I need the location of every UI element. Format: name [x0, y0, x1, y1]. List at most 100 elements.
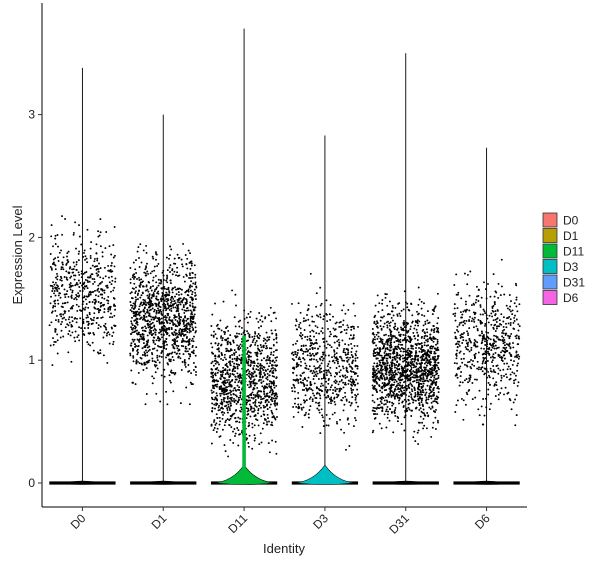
jitter-point — [93, 316, 95, 319]
jitter-point — [345, 328, 348, 331]
jitter-point — [264, 342, 267, 345]
jitter-point — [302, 357, 305, 360]
jitter-point — [192, 340, 195, 343]
jitter-point — [247, 442, 250, 444]
jitter-point — [99, 352, 102, 355]
jitter-point — [235, 402, 238, 405]
jitter-point — [261, 320, 264, 323]
jitter-point — [146, 351, 149, 354]
jitter-point — [261, 349, 264, 352]
jitter-point — [318, 345, 321, 348]
jitter-point — [172, 390, 175, 393]
jitter-point — [270, 421, 273, 424]
jitter-point — [211, 376, 214, 379]
jitter-point — [352, 388, 355, 391]
jitter-point — [424, 323, 427, 325]
jitter-point — [235, 359, 238, 362]
jitter-point — [213, 355, 216, 358]
jitter-point — [185, 300, 188, 303]
jitter-point — [183, 360, 186, 363]
jitter-point — [349, 404, 352, 407]
jitter-point — [327, 395, 330, 398]
jitter-point — [165, 298, 168, 301]
jitter-point — [133, 330, 136, 333]
jitter-point — [418, 350, 421, 353]
jitter-point — [300, 381, 303, 384]
jitter-point — [86, 341, 89, 344]
jitter-point — [184, 301, 187, 304]
jitter-point — [69, 282, 72, 285]
jitter-point — [319, 397, 322, 400]
jitter-point — [274, 404, 277, 407]
jitter-point — [142, 285, 145, 288]
jitter-point — [74, 296, 77, 299]
jitter-point — [460, 321, 463, 324]
jitter-point — [297, 407, 300, 410]
jitter-point — [436, 396, 439, 399]
jitter-point — [234, 325, 237, 328]
jitter-point — [432, 400, 435, 403]
jitter-point — [184, 345, 187, 348]
jitter-point — [131, 338, 134, 341]
jitter-point — [155, 295, 158, 298]
jitter-point — [230, 426, 233, 429]
jitter-point — [413, 360, 416, 363]
jitter-point — [185, 274, 188, 277]
jitter-point — [152, 293, 155, 296]
jitter-point — [66, 323, 69, 326]
jitter-point — [407, 398, 410, 401]
jitter-point — [266, 339, 268, 342]
jitter-point — [420, 401, 423, 404]
jitter-point — [436, 377, 439, 380]
jitter-point — [224, 364, 227, 367]
jitter-point — [129, 292, 132, 295]
jitter-point — [165, 348, 168, 350]
jitter-point — [101, 296, 104, 299]
jitter-point — [342, 386, 345, 389]
jitter-point — [398, 402, 400, 405]
jitter-point — [252, 401, 255, 404]
jitter-point — [325, 374, 328, 377]
jitter-point — [393, 341, 396, 344]
jitter-point — [431, 347, 433, 350]
jitter-point — [291, 390, 294, 393]
jitter-point — [235, 395, 238, 398]
jitter-point — [152, 276, 155, 279]
jitter-point — [374, 352, 377, 354]
jitter-point — [66, 258, 69, 261]
jitter-point — [221, 337, 224, 340]
jitter-point — [327, 401, 330, 404]
jitter-point — [136, 329, 138, 332]
jitter-point — [379, 400, 382, 403]
jitter-point — [93, 278, 96, 281]
jitter-point — [225, 389, 228, 391]
jitter-point — [344, 343, 347, 346]
jitter-point — [276, 402, 279, 405]
jitter-point — [235, 357, 238, 360]
jitter-point — [142, 336, 145, 338]
jitter-point — [130, 342, 133, 345]
jitter-point — [96, 317, 98, 320]
jitter-point — [110, 283, 113, 286]
jitter-point — [106, 332, 109, 335]
jitter-point — [470, 346, 473, 349]
jitter-point — [270, 367, 273, 370]
jitter-point — [130, 322, 133, 325]
jitter-point — [147, 339, 150, 342]
jitter-point — [339, 320, 342, 323]
jitter-point — [178, 301, 181, 304]
jitter-point — [247, 395, 250, 397]
jitter-point — [429, 378, 431, 381]
jitter-point — [234, 399, 237, 402]
jitter-point — [139, 333, 142, 336]
jitter-point — [271, 371, 274, 374]
jitter-point — [260, 415, 263, 418]
jitter-point — [509, 324, 512, 326]
jitter-point — [305, 411, 307, 414]
jitter-point — [152, 336, 155, 339]
jitter-point — [388, 322, 391, 325]
jitter-point — [512, 401, 515, 404]
jitter-point — [338, 344, 341, 347]
jitter-point — [151, 307, 154, 310]
jitter-point — [264, 395, 267, 398]
